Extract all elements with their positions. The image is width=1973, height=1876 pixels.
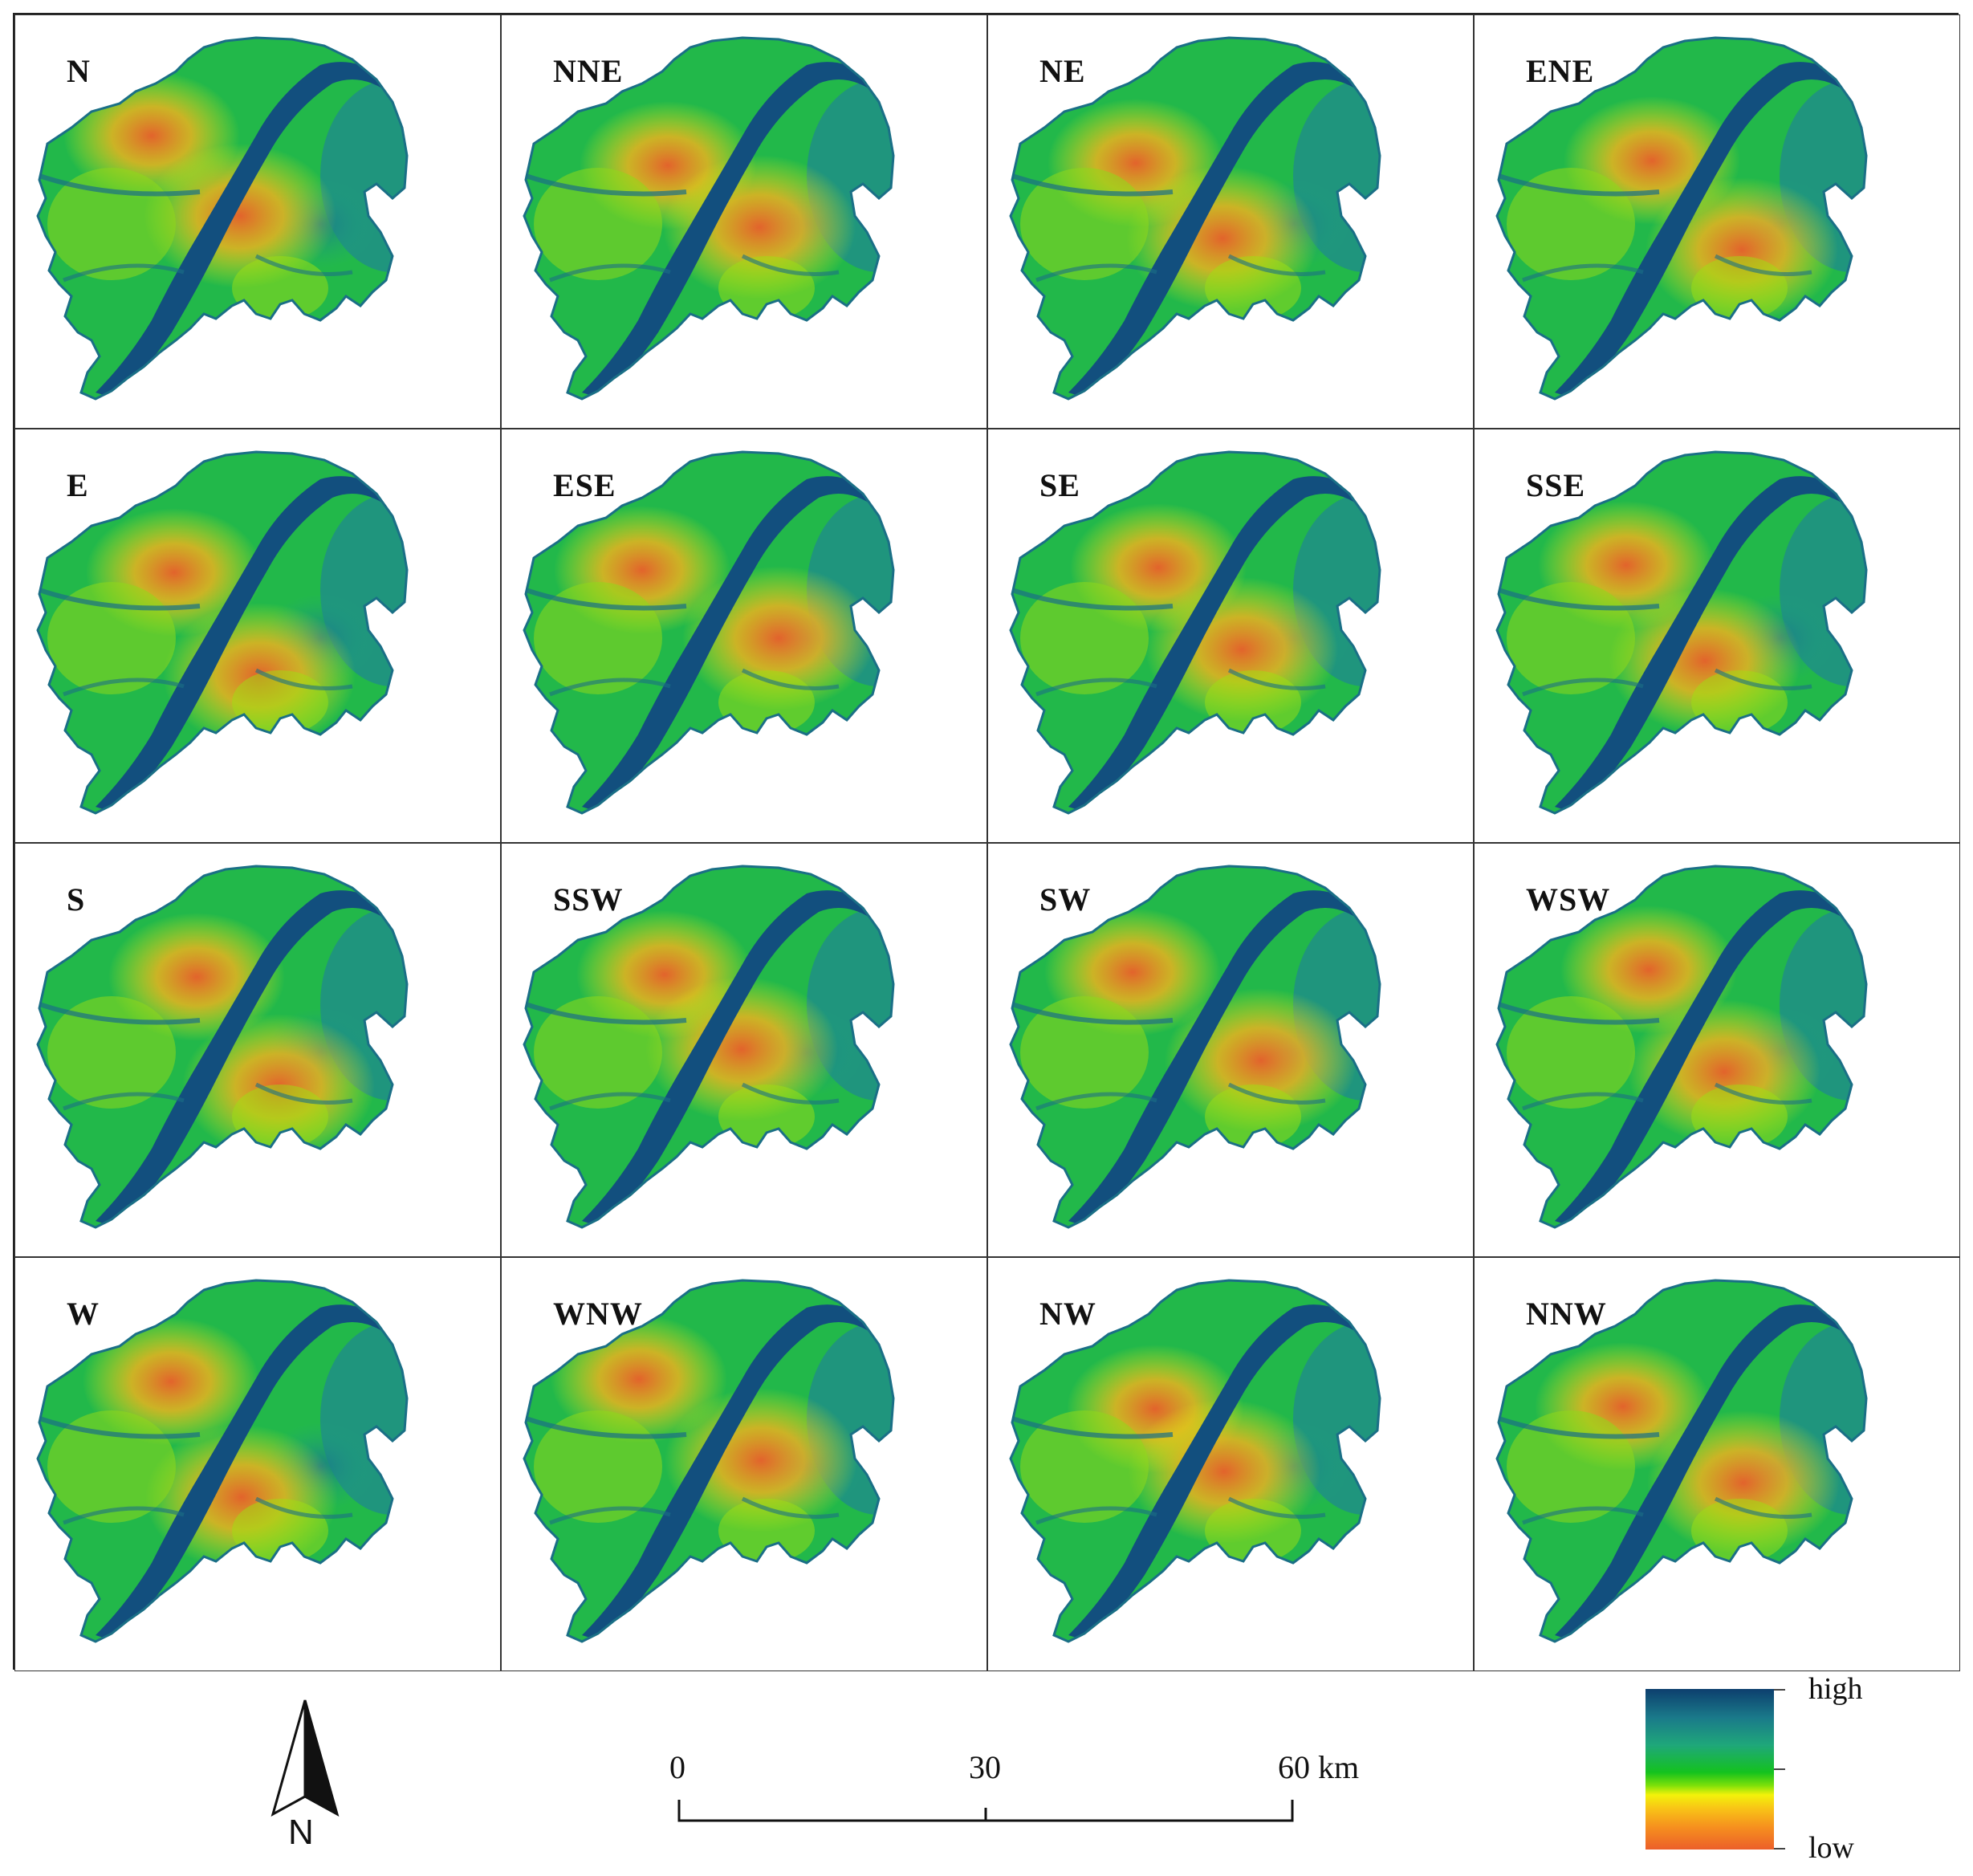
wind-exposure-map: [1009, 865, 1381, 1229]
north-arrow-icon: [271, 1699, 340, 1817]
scale-bar: [677, 1800, 1294, 1822]
wind-exposure-map: [523, 865, 895, 1229]
map-panel-ese: ESE: [501, 429, 987, 843]
wind-exposure-map: [1495, 36, 1868, 401]
map-panel-w: W: [14, 1257, 501, 1671]
panel-direction-label: SW: [1039, 881, 1092, 918]
map-panel-se: SE: [987, 429, 1474, 843]
panel-direction-label: WSW: [1526, 881, 1611, 918]
wind-exposure-map: [36, 450, 409, 815]
panel-direction-label: SE: [1039, 467, 1080, 503]
wind-exposure-map: [523, 36, 895, 401]
panel-direction-label: S: [67, 881, 86, 918]
map-panel-ssw: SSW: [501, 843, 987, 1257]
map-panel-sse: SSE: [1474, 429, 1960, 843]
map-panel-ene: ENE: [1474, 14, 1960, 429]
scale-tick-60: 60 km: [1278, 1749, 1360, 1785]
panel-direction-label: E: [67, 467, 89, 503]
panel-direction-label: NW: [1039, 1296, 1096, 1332]
legend-low-label: low: [1808, 1831, 1854, 1865]
map-panel-nne: NNE: [501, 14, 987, 429]
panel-direction-label: NE: [1039, 53, 1086, 89]
wind-exposure-map: [1009, 450, 1381, 815]
wind-exposure-map: [36, 36, 409, 401]
legend-tick-high: [1774, 1689, 1785, 1691]
map-panel-e: E: [14, 429, 501, 843]
north-arrow-label: N: [288, 1813, 314, 1852]
panel-direction-label: N: [67, 53, 91, 89]
panel-direction-label: ENE: [1526, 53, 1595, 89]
map-panel-wnw: WNW: [501, 1257, 987, 1671]
panel-direction-label: NNW: [1526, 1296, 1607, 1332]
scale-tick-30: 30: [969, 1749, 1001, 1785]
map-panel-nw: NW: [987, 1257, 1474, 1671]
map-panel-s: S: [14, 843, 501, 1257]
wind-exposure-map: [1009, 1279, 1381, 1643]
panel-direction-label: W: [67, 1296, 100, 1332]
panel-direction-label: ESE: [553, 467, 616, 503]
wind-exposure-map: [36, 1279, 409, 1643]
wind-exposure-map: [523, 1279, 895, 1643]
map-panel-nnw: NNW: [1474, 1257, 1960, 1671]
panel-direction-label: NNE: [553, 53, 624, 89]
legend-color-ramp: [1646, 1689, 1774, 1850]
map-panel-ne: NE: [987, 14, 1474, 429]
wind-exposure-map: [523, 450, 895, 815]
wind-exposure-map: [1495, 865, 1868, 1229]
wind-exposure-map: [1009, 36, 1381, 401]
map-panel-n: N: [14, 14, 501, 429]
map-grid: N NNE NE ENE E ESE SE SSE S SSW SW WSW W WNW NW NNW: [13, 13, 1960, 1671]
wind-exposure-map: [1495, 450, 1868, 815]
scale-tick-0: 0: [669, 1749, 685, 1785]
panel-direction-label: SSE: [1526, 467, 1586, 503]
wind-exposure-map: [36, 865, 409, 1229]
legend-tick-mid: [1774, 1768, 1785, 1770]
legend-high-label: high: [1808, 1672, 1863, 1706]
legend-tick-low: [1774, 1848, 1785, 1850]
map-panel-sw: SW: [987, 843, 1474, 1257]
wind-exposure-map: [1495, 1279, 1868, 1643]
map-panel-wsw: WSW: [1474, 843, 1960, 1257]
panel-direction-label: SSW: [553, 881, 624, 918]
panel-direction-label: WNW: [553, 1296, 643, 1332]
